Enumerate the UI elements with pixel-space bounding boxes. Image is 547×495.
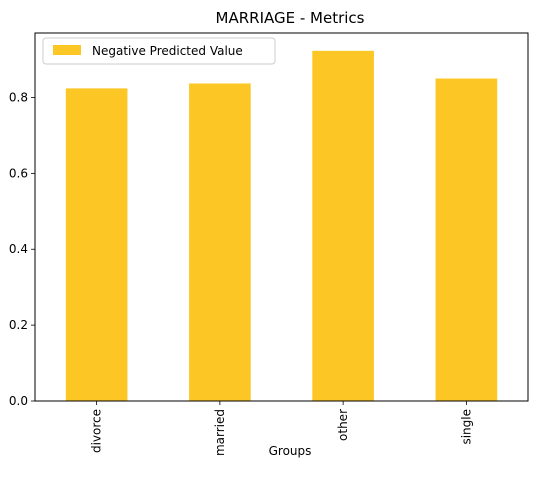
legend: Negative Predicted Value <box>42 37 276 65</box>
chart-title: MARRIAGE - Metrics <box>216 9 365 27</box>
bar-single <box>435 78 498 402</box>
y-tick-label: 0.0 <box>9 394 28 408</box>
bar-divorce <box>65 88 128 401</box>
x-tick-label-married: married <box>213 409 227 456</box>
y-tick-label: 0.8 <box>9 90 28 104</box>
legend-swatch <box>53 45 81 55</box>
x-tick-label-divorce: divorce <box>90 409 104 453</box>
x-axis-label: Groups <box>269 444 312 458</box>
y-ticks: 0.0 0.2 0.4 0.6 0.8 <box>9 90 35 408</box>
bar-other <box>312 50 374 401</box>
x-tick-label-other: other <box>336 409 350 441</box>
plot-frame <box>34 32 529 402</box>
x-tick-label-single: single <box>459 409 473 445</box>
x-ticks: divorce married other single <box>90 401 473 456</box>
bars-group <box>65 50 498 402</box>
bar-married <box>189 83 251 401</box>
legend-box <box>42 37 276 65</box>
y-tick-label: 0.2 <box>9 318 28 332</box>
y-tick-label: 0.6 <box>9 166 28 180</box>
y-tick-label: 0.4 <box>9 242 28 256</box>
legend-label: Negative Predicted Value <box>92 44 243 58</box>
